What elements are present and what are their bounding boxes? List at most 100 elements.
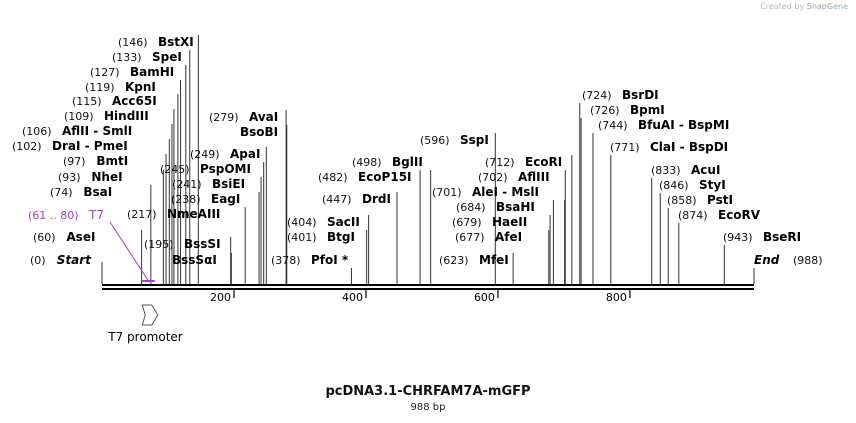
site-position: (97) [63,155,86,168]
restriction-site-label[interactable]: HindIII [104,109,149,123]
site-position: (498) [352,156,382,169]
restriction-site-label[interactable]: AcuI [691,163,720,177]
restriction-site-label[interactable]: SspI [460,133,489,147]
restriction-site-label[interactable]: BsaHI [496,200,535,214]
site-position: (846) [659,179,689,192]
primer-position: (61 .. 80) [28,209,79,222]
restriction-site-label[interactable]: ApaI [230,147,260,161]
site-position: (60) [33,231,56,244]
site-position: (943) [723,231,753,244]
end-label: End [754,253,780,267]
snapgene-credit: Created by SnapGene [760,2,848,11]
site-position: (726) [590,104,620,117]
feature-label[interactable]: T7 promoter [107,330,183,344]
site-position: (677) [455,231,485,244]
restriction-site-label[interactable]: DrdI [362,192,391,206]
restriction-site-label[interactable]: Acc65I [112,94,157,108]
site-position: (702) [478,171,508,184]
site-position: (447) [322,193,352,206]
site-position: (217) [127,208,157,221]
site-position: (724) [582,89,612,102]
credit-prefix: Created by [760,2,805,11]
axis-tick-label: 400 [342,291,363,304]
site-position: (378) [271,254,301,267]
site-position: (115) [72,95,102,108]
restriction-site-label[interactable]: BsaI [83,185,112,199]
end-position: (0) [30,254,46,267]
site-position: (249) [190,148,220,161]
plasmid-length: 988 bp [410,402,446,413]
restriction-site-label[interactable]: BseRI [763,230,801,244]
axis-tick-label: 200 [210,291,231,304]
site-position: (245) [160,163,190,176]
restriction-site-label[interactable]: EcoRV [718,208,761,222]
site-position: (102) [12,140,42,153]
promoter-feature-arrow[interactable] [141,304,159,326]
restriction-site-label[interactable]: AfeI [495,230,522,244]
restriction-site-label[interactable]: SacII [327,215,360,229]
restriction-site-label[interactable]: BssSI [184,237,221,251]
site-position: (279) [209,111,239,124]
restriction-site-label[interactable]: HaeII [492,215,527,229]
restriction-site-label[interactable]: BsrDI [622,88,659,102]
site-position: (833) [651,164,681,177]
site-position: (195) [144,238,174,251]
restriction-site-label[interactable]: BstXI [158,35,194,49]
restriction-site-label[interactable]: StyI [699,178,726,192]
restriction-site-label[interactable]: AleI - MslI [472,185,539,199]
site-position: (401) [287,231,317,244]
site-position: (146) [118,36,148,49]
axis-tick-label: 800 [606,291,627,304]
site-position: (679) [452,216,482,229]
site-position: (701) [432,186,462,199]
restriction-site-label[interactable]: PspOMI [200,162,251,176]
site-position: (684) [456,201,486,214]
restriction-site-label[interactable]: BsiEI [212,177,245,191]
primer-leader-line [109,221,149,282]
site-position: (404) [287,216,317,229]
primer-label[interactable]: T7 [88,208,104,222]
restriction-site-label[interactable]: BamHI [130,65,174,79]
restriction-site-label[interactable]: AflII - SmlI [62,124,132,138]
restriction-site-label[interactable]: PstI [707,193,733,207]
restriction-site-label[interactable]: BfuAI - BspMI [638,118,729,132]
site-position: (74) [50,186,73,199]
site-position: (127) [90,66,120,79]
restriction-site-label[interactable]: EcoP15I [358,170,412,184]
restriction-site-label[interactable]: EagI [211,192,240,206]
restriction-site-label[interactable]: NmeAIII [167,207,220,221]
site-position: (93) [58,171,81,184]
restriction-site-label[interactable]: MfeI [479,253,509,267]
restriction-site-label[interactable]: KpnI [125,80,156,94]
restriction-site-label[interactable]: EcoRI [525,155,562,169]
site-position: (119) [85,81,115,94]
restriction-site-label[interactable]: BmtI [96,154,128,168]
restriction-site-label[interactable]: BglII [392,155,423,169]
site-position: (858) [667,194,697,207]
site-position: (596) [420,134,450,147]
end-position: (988) [793,254,823,267]
site-position: (106) [22,125,52,138]
restriction-site-label[interactable]: BpmI [630,103,665,117]
site-position: (744) [598,119,628,132]
site-position: (241) [172,178,202,191]
restriction-site-label[interactable]: DraI - PmeI [52,139,128,153]
restriction-site-label[interactable]: BtgI [327,230,355,244]
site-position: (238) [171,193,201,206]
site-position: (109) [64,110,94,123]
snapgene-logo: SnapGene [806,2,848,11]
plasmid-name: pcDNA3.1-CHRFAM7A-mGFP [325,384,531,399]
restriction-site-label[interactable]: AvaI [249,110,278,124]
restriction-site-label[interactable]: AflIII [518,170,550,184]
restriction-site-label[interactable]: ClaI - BspDI [650,140,728,154]
restriction-site-label[interactable]: SpeI [152,50,182,64]
end-label: Start [57,253,92,267]
restriction-site-label[interactable]: NheI [91,170,122,184]
restriction-site-label[interactable]: BssSαI [172,253,217,267]
site-position: (712) [485,156,515,169]
site-position: (623) [439,254,469,267]
restriction-site-label[interactable]: AseI [66,230,95,244]
restriction-site-label[interactable]: PfoI * [311,253,349,267]
site-position: (133) [112,51,142,64]
restriction-site-label[interactable]: BsoBI [240,125,278,139]
